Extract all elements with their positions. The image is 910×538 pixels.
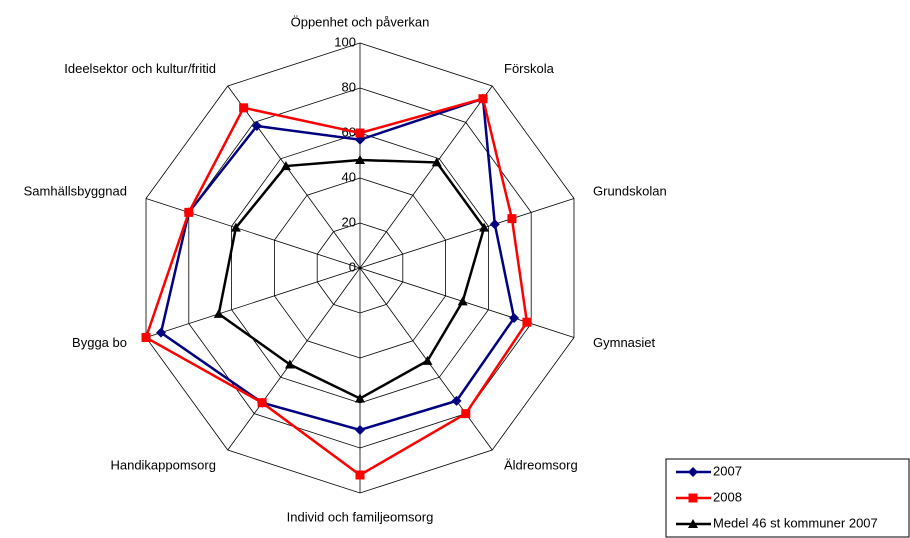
- axis-spoke: [359, 198, 575, 269]
- point: [355, 393, 365, 403]
- category-label: Gymnasiet: [593, 335, 656, 350]
- point: [184, 207, 194, 217]
- axis-spoke: [359, 85, 493, 269]
- axis-spoke: [145, 198, 361, 269]
- y-tick-label: 0: [349, 259, 356, 274]
- point: [213, 308, 224, 318]
- point: [355, 425, 365, 435]
- category-label: Öppenhet och påverkan: [291, 14, 430, 29]
- point: [509, 313, 520, 324]
- point: [478, 94, 488, 104]
- point: [522, 317, 532, 327]
- y-tick-label: 80: [342, 79, 356, 94]
- point: [284, 359, 295, 369]
- axis-spoke: [227, 85, 361, 269]
- point: [251, 121, 262, 132]
- y-tick-label: 20: [342, 214, 356, 229]
- point: [431, 157, 442, 167]
- category-label: Ideelsektor och kultur/fritid: [64, 61, 216, 76]
- category-label: Individ och familjeomsorg: [287, 509, 434, 524]
- point: [507, 214, 517, 224]
- category-label: Grundskolan: [593, 184, 667, 199]
- legend-label: 2008: [713, 489, 742, 504]
- point: [239, 103, 249, 113]
- axis-spoke: [145, 267, 361, 338]
- point: [355, 155, 365, 164]
- y-tick-label: 40: [342, 169, 356, 184]
- point: [457, 296, 468, 306]
- point: [355, 128, 365, 138]
- point: [461, 409, 471, 419]
- y-tick-label: 60: [342, 124, 356, 139]
- category-label: Bygga bo: [72, 335, 127, 350]
- point: [688, 493, 698, 503]
- category-label: Förskola: [504, 61, 555, 76]
- point: [489, 219, 500, 230]
- axis-spoke: [359, 267, 575, 338]
- point: [479, 222, 490, 232]
- category-label: Äldreomsorg: [504, 458, 578, 473]
- category-label: Handikappomsorg: [110, 458, 216, 473]
- axis-spoke: [227, 267, 361, 451]
- point: [230, 222, 241, 232]
- point: [141, 333, 151, 343]
- category-label: Samhällsbyggnad: [24, 184, 127, 199]
- point: [155, 327, 166, 338]
- point: [280, 161, 291, 171]
- point: [355, 470, 365, 480]
- point: [257, 398, 267, 408]
- legend-label: 2007: [713, 463, 742, 478]
- point: [688, 519, 698, 528]
- point: [451, 395, 462, 406]
- y-tick-label: 100: [334, 34, 356, 49]
- series-line: [159, 97, 516, 432]
- point: [688, 467, 698, 477]
- point: [422, 355, 433, 365]
- legend-label: Medel 46 st kommuner 2007: [713, 515, 878, 530]
